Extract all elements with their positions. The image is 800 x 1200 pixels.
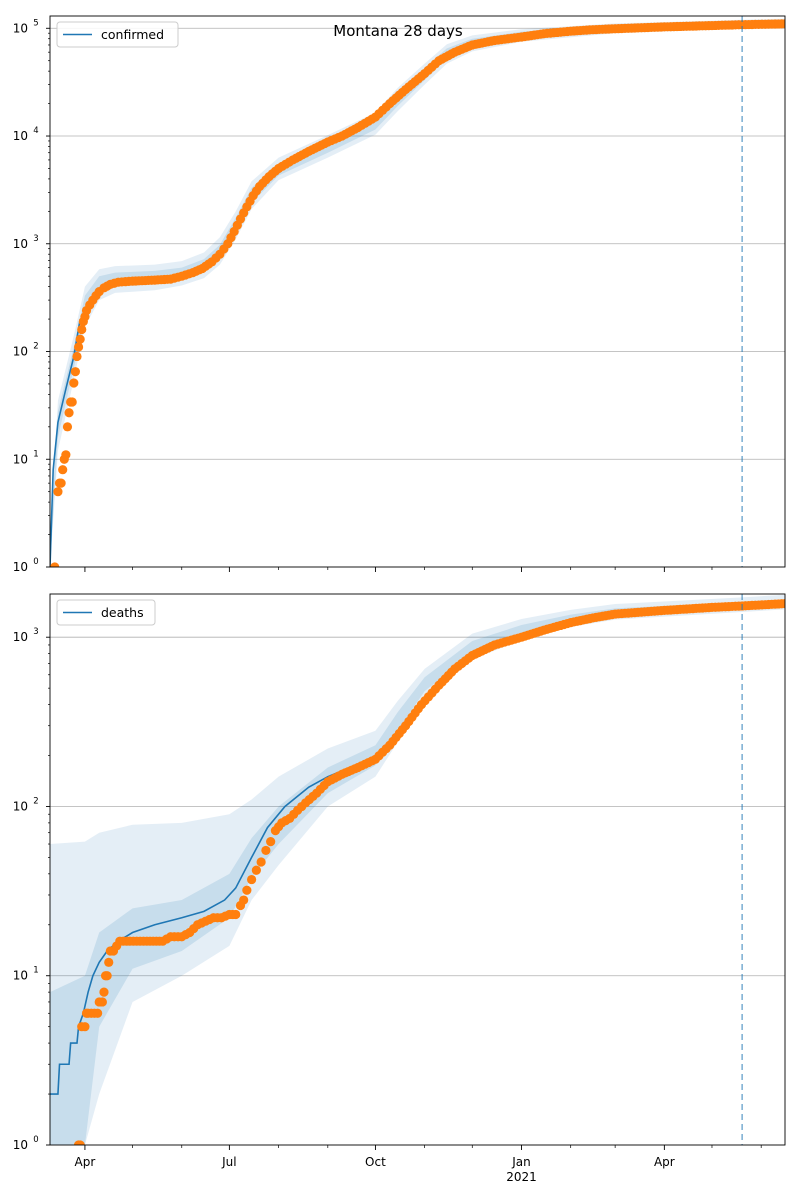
- observed-point: [247, 874, 257, 885]
- plot-area: [50, 18, 785, 567]
- observed-point: [53, 487, 63, 497]
- legend-label: confirmed: [101, 27, 164, 42]
- x-tick-label: Jul: [221, 1155, 236, 1169]
- legend: confirmed: [56, 21, 179, 48]
- x-tick-label: Apr: [75, 1155, 96, 1169]
- axes-frame: [49, 15, 786, 568]
- observed-point: [104, 957, 114, 967]
- observed-point: [61, 450, 71, 460]
- legend-label: deaths: [101, 605, 144, 620]
- plot-area: [50, 594, 785, 1145]
- observed-point: [77, 324, 87, 335]
- legend-box: [56, 21, 179, 48]
- y-tick-label: 10: [13, 452, 28, 466]
- y-tick-exponent: 0: [33, 1135, 38, 1145]
- observed-point: [72, 351, 82, 362]
- y-tick-label: 10: [13, 969, 28, 983]
- y-tick-label: 10: [13, 560, 28, 574]
- confirmed-panel: 10 0 10 1 10 2 10 3 10 4 10 5 confirmed: [13, 15, 786, 574]
- legend-box: [56, 599, 156, 626]
- legend: deaths: [56, 599, 156, 626]
- observed-point: [67, 397, 77, 407]
- observed-point: [93, 1008, 103, 1018]
- observed-point: [75, 1140, 85, 1145]
- axes-frame: [49, 593, 786, 1146]
- observed-point: [64, 408, 74, 418]
- y-tick-exponent: 3: [33, 627, 38, 637]
- observed-point: [70, 367, 80, 377]
- observed-point: [62, 422, 73, 432]
- observed-point: [75, 334, 85, 344]
- model-line: [50, 318, 81, 567]
- observed-point: [50, 562, 60, 567]
- y-tick-label: 10: [13, 630, 28, 644]
- observed-point: [73, 342, 84, 352]
- observed-point: [780, 19, 785, 29]
- y-tick-label: 10: [13, 1138, 28, 1152]
- y-tick-exponent: 2: [33, 342, 38, 352]
- y-tick-label: 10: [13, 129, 28, 143]
- observed-point: [56, 478, 66, 488]
- y-tick-exponent: 4: [33, 126, 38, 136]
- y-tick-exponent: 1: [33, 449, 38, 459]
- x-tick-label: Apr: [654, 1155, 675, 1169]
- observed-point: [239, 895, 249, 905]
- observed-point: [266, 837, 276, 847]
- observed-point: [80, 1022, 90, 1032]
- y-tick-exponent: 0: [33, 557, 38, 567]
- observed-point: [780, 598, 785, 609]
- y-tick-exponent: 3: [33, 234, 38, 244]
- observed-point: [58, 465, 68, 475]
- x-tick-label: Oct: [365, 1155, 386, 1169]
- observed-point: [99, 987, 109, 997]
- figure-title: Montana 28 days: [333, 22, 463, 40]
- y-tick-label: 10: [13, 21, 28, 35]
- y-tick-label: 10: [13, 345, 28, 359]
- observed-point: [102, 971, 112, 981]
- observed-point: [97, 997, 107, 1007]
- y-tick-exponent: 1: [33, 966, 38, 976]
- observed-point: [69, 378, 79, 388]
- observed-point: [261, 845, 271, 856]
- observed-point: [251, 865, 261, 875]
- observed-point: [242, 885, 252, 895]
- y-tick-label: 10: [13, 799, 28, 813]
- y-tick-exponent: 2: [33, 796, 38, 806]
- x-tick-year-label: 2021: [506, 1170, 537, 1184]
- y-tick-label: 10: [13, 237, 28, 251]
- observed-point: [256, 857, 266, 867]
- observed-point: [231, 909, 241, 920]
- x-tick-label: Jan: [511, 1155, 531, 1169]
- y-tick-exponent: 5: [33, 18, 38, 28]
